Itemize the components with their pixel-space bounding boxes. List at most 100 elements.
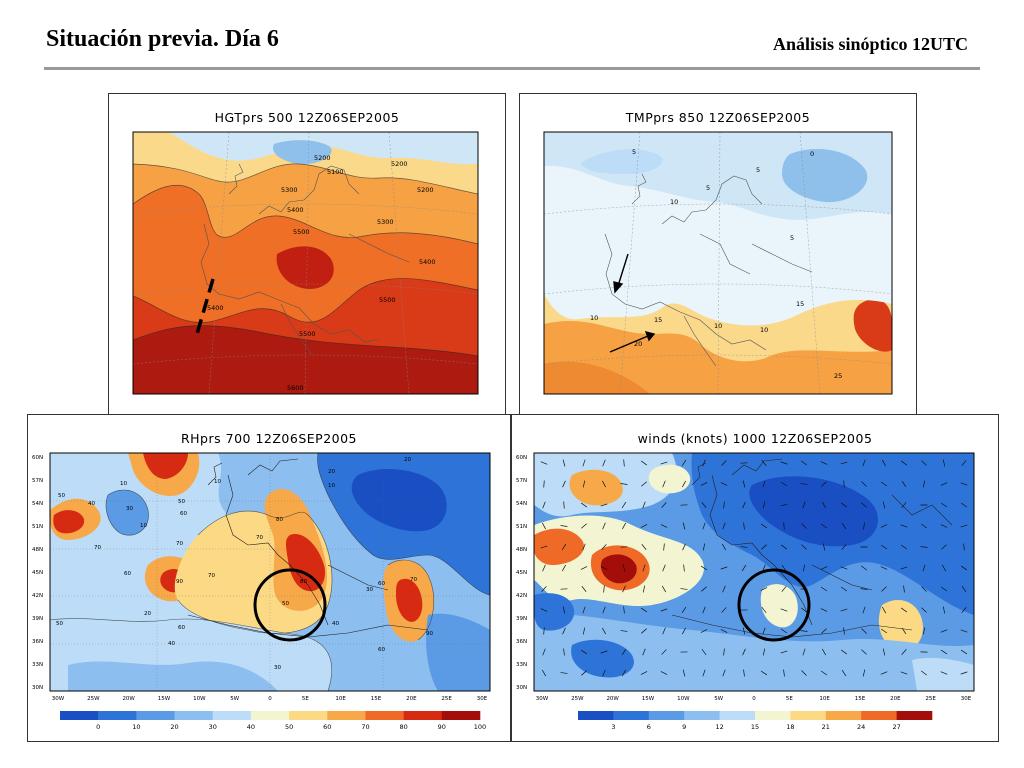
wind-arrow	[861, 628, 867, 634]
tmp-coastlines	[604, 173, 813, 367]
wind-fill-12-se	[912, 657, 974, 691]
wind-arrow	[880, 671, 888, 675]
trough-axis-marker	[195, 278, 215, 335]
x-tick-label: 15W	[158, 696, 171, 702]
colorbar-label: 3	[611, 723, 615, 731]
wind-arrow	[682, 669, 686, 677]
wind-arrow	[660, 524, 668, 528]
rh-label: 60	[378, 581, 385, 587]
y-tick-label: 45N	[32, 570, 43, 576]
rh-label: 50	[178, 499, 185, 505]
wind-arrow	[602, 459, 606, 467]
wind-arrow	[940, 524, 948, 528]
x-tick-label: 20E	[406, 696, 417, 702]
rh-label: 40	[88, 501, 95, 507]
rh-label: 70	[176, 541, 183, 547]
rh-label: 50	[56, 621, 63, 627]
wind-arrow	[620, 630, 628, 632]
rh-y-axis: 60N 57N 54N 51N 48N 45N 42N 39N 36N 33N 30N	[32, 455, 43, 691]
wind-arrow	[621, 648, 627, 656]
colorbar-label: 0	[96, 723, 100, 731]
wind-arrow	[802, 501, 806, 509]
wind-arrow	[780, 503, 788, 507]
colorbar-swatch	[403, 711, 443, 720]
rh-contour-labels: 10 40 50 30 50 60 70 10 60 10 70 80 70 9…	[56, 457, 433, 671]
y-tick-label: 39N	[516, 616, 527, 622]
wind-arrow	[700, 565, 708, 571]
y-tick-label: 57N	[516, 478, 527, 484]
wind-arrow	[861, 649, 867, 655]
wind-arrow	[721, 543, 727, 551]
colorbar-swatch	[613, 711, 650, 720]
x-tick-label: 10E	[819, 696, 830, 702]
wind-arrow	[641, 481, 647, 487]
wind-arrow	[743, 522, 745, 530]
wind-arrow	[940, 629, 948, 633]
header-rule	[44, 67, 980, 70]
wind-fill-18-se	[878, 600, 923, 651]
wind-arrow	[623, 459, 625, 467]
wind-arrow	[701, 648, 707, 656]
wind-arrow	[942, 459, 946, 467]
wind-arrow	[820, 566, 828, 570]
hgt-panel-title: HGTprs 500 12Z06SEP2005	[214, 110, 400, 125]
rh-fill-20-se	[426, 613, 490, 691]
wind-arrow	[563, 648, 565, 656]
colorbar-label: 9	[682, 723, 686, 731]
wind-arrow	[682, 627, 686, 635]
wind-arrow	[701, 502, 707, 508]
tmp-fill-0	[782, 149, 868, 203]
rh-label: 20	[144, 611, 151, 617]
rh-map-frame	[49, 452, 491, 692]
tmp-map: 5 5 5 0 5 10 10 10 15 20 10 15 25	[543, 131, 893, 395]
wind-arrow	[762, 501, 766, 509]
wind-arrow	[802, 564, 806, 572]
rh-label: 30	[366, 587, 373, 593]
wind-arrow	[542, 522, 546, 530]
wind-arrow	[920, 546, 928, 548]
wind-arrow	[761, 460, 767, 466]
wind-arrow	[780, 608, 788, 612]
arrow-south-icon	[613, 281, 624, 294]
wind-arrow	[582, 606, 586, 614]
wind-arrow	[720, 482, 728, 486]
wind-fill-15-circle	[760, 584, 798, 628]
wind-arrow	[602, 480, 606, 488]
wind-arrow	[840, 608, 848, 612]
wind-arrow	[903, 585, 905, 593]
tmp-label: 5	[632, 148, 636, 156]
hgt-map-frame	[132, 131, 479, 395]
tmp-label: 25	[834, 372, 842, 380]
wind-arrow	[880, 544, 888, 550]
wind-arrow	[722, 585, 726, 593]
tmp-graticule	[544, 132, 892, 394]
rh-coastlines	[187, 458, 429, 638]
wind-arrow	[880, 628, 888, 634]
wind-arrow	[640, 460, 648, 466]
page-title: Situación previa. Día 6	[46, 26, 279, 52]
wind-arrow	[820, 608, 828, 612]
wind-arrow	[961, 585, 967, 593]
y-tick-label: 36N	[32, 639, 43, 645]
wind-arrow	[562, 459, 566, 467]
wind-arrow	[740, 546, 748, 548]
x-tick-label: 30W	[536, 696, 549, 702]
colorbar-swatch	[648, 711, 685, 720]
wind-arrow	[743, 669, 745, 677]
wind-arrow	[722, 669, 726, 677]
wind-arrow	[880, 566, 888, 570]
wind-arrow	[921, 460, 927, 466]
wind-arrow	[640, 524, 648, 528]
wind-arrow	[723, 648, 725, 656]
colorbar-swatch	[896, 711, 933, 720]
wind-arrow	[760, 523, 768, 529]
wind-arrow	[901, 480, 907, 488]
wind-arrow	[602, 522, 606, 530]
y-tick-label: 51N	[32, 524, 43, 530]
wind-arrow	[620, 483, 628, 485]
colorbar-swatch	[578, 711, 614, 720]
wind-arrow	[841, 544, 847, 550]
colorbar-label: 18	[786, 723, 794, 731]
wind-arrow	[901, 627, 907, 635]
y-tick-label: 60N	[516, 455, 527, 461]
